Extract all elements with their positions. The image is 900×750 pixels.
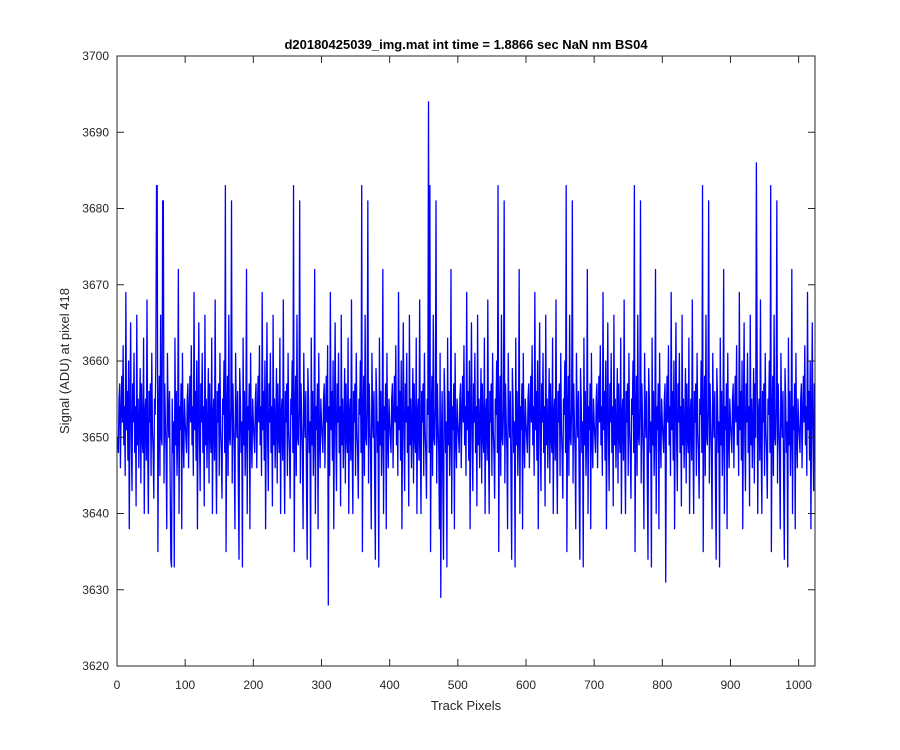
y-tick-label: 3690 bbox=[82, 125, 109, 139]
y-tick-label: 3630 bbox=[82, 583, 109, 597]
y-tick-label: 3680 bbox=[82, 202, 109, 216]
series-line-0 bbox=[117, 101, 815, 606]
x-tick-label: 0 bbox=[114, 678, 121, 692]
x-axis-label: Track Pixels bbox=[431, 698, 502, 713]
x-tick-label: 400 bbox=[380, 678, 400, 692]
chart-title: d20180425039_img.mat int time = 1.8866 s… bbox=[284, 37, 648, 52]
x-tick-label: 900 bbox=[720, 678, 740, 692]
y-tick-label: 3670 bbox=[82, 278, 109, 292]
series-group bbox=[117, 101, 815, 606]
x-tick-label: 600 bbox=[516, 678, 536, 692]
y-tick-label: 3660 bbox=[82, 354, 109, 368]
y-tick-label: 3620 bbox=[82, 659, 109, 673]
y-tick-label: 3700 bbox=[82, 49, 109, 63]
x-tick-label: 200 bbox=[243, 678, 263, 692]
x-axis: 0 100 200 300 400 500 600 700 800 900 1000 bbox=[114, 56, 812, 692]
x-tick-label: 800 bbox=[652, 678, 672, 692]
x-tick-label: 300 bbox=[311, 678, 331, 692]
x-tick-label: 100 bbox=[175, 678, 195, 692]
x-tick-label: 500 bbox=[448, 678, 468, 692]
y-axis: 3620 3630 3640 3650 3660 3670 3680 3690 3700 bbox=[82, 49, 815, 673]
y-tick-label: 3650 bbox=[82, 430, 109, 444]
x-tick-label: 700 bbox=[584, 678, 604, 692]
y-tick-label: 3640 bbox=[82, 507, 109, 521]
x-tick-label: 1000 bbox=[785, 678, 812, 692]
y-axis-label: Signal (ADU) at pixel 418 bbox=[57, 288, 72, 434]
